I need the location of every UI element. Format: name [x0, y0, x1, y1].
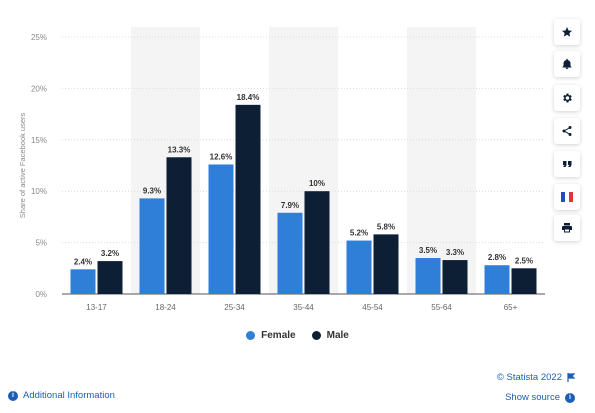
- background-band: [407, 27, 476, 294]
- flag-icon: [567, 373, 575, 382]
- y-tick-label: 5%: [35, 239, 47, 248]
- settings-button[interactable]: [554, 85, 580, 111]
- legend-item-female[interactable]: Female: [246, 330, 296, 341]
- x-tick-label: 35-44: [293, 303, 314, 312]
- legend-swatch-male: [311, 331, 321, 340]
- legend-label-female: Female: [261, 330, 296, 341]
- data-label: 2.4%: [74, 257, 92, 266]
- statista-copyright-link[interactable]: © Statista 2022: [497, 372, 575, 383]
- data-label: 2.8%: [488, 253, 506, 262]
- bar-female: [70, 269, 96, 294]
- bell-icon: [562, 58, 572, 69]
- x-tick-label: 65+: [504, 303, 518, 312]
- data-label: 3.2%: [101, 249, 119, 258]
- copyright-label: © Statista 2022: [496, 372, 562, 383]
- bar-female: [415, 258, 441, 294]
- data-label: 3.3%: [446, 248, 464, 257]
- x-tick-label: 13-17: [86, 303, 107, 312]
- french-flag-icon: [561, 192, 573, 202]
- legend-item-male[interactable]: Male: [311, 330, 349, 341]
- bar-female: [208, 164, 234, 294]
- y-tick-label: 10%: [31, 187, 47, 196]
- bar-male: [304, 191, 330, 294]
- y-tick-label: 0%: [35, 290, 47, 299]
- data-label: 9.3%: [143, 186, 161, 195]
- x-tick-label: 55-64: [431, 303, 452, 312]
- additional-information-link[interactable]: i Additional Information: [8, 390, 115, 401]
- bar-male: [511, 268, 537, 294]
- y-tick-label: 15%: [31, 136, 47, 145]
- star-icon: [562, 27, 572, 37]
- bar-male: [373, 234, 399, 294]
- data-label: 12.6%: [210, 152, 233, 161]
- bar-female: [139, 198, 165, 294]
- quote-icon: [563, 161, 572, 167]
- bar-male: [442, 260, 468, 294]
- bar-male: [166, 157, 192, 294]
- data-label: 2.5%: [515, 256, 533, 265]
- data-label: 5.8%: [377, 222, 395, 231]
- bar-male: [97, 261, 123, 294]
- x-tick-label: 45-54: [362, 303, 383, 312]
- show-source-label: Show source: [505, 392, 560, 403]
- data-label: 13.3%: [168, 145, 191, 154]
- legend: Female Male: [0, 330, 595, 341]
- additional-information-label: Additional Information: [23, 390, 115, 401]
- gear-icon: [563, 93, 572, 103]
- show-source-link[interactable]: Show source i: [505, 392, 575, 403]
- printer-icon: [562, 223, 572, 233]
- legend-swatch-female: [246, 331, 256, 340]
- data-label: 5.2%: [350, 229, 368, 238]
- y-axis-title: Share of active Facebook users: [18, 113, 27, 219]
- favorite-button[interactable]: [554, 19, 580, 45]
- bar-female: [277, 212, 303, 294]
- print-button[interactable]: [554, 215, 580, 241]
- data-label: 3.5%: [419, 246, 437, 255]
- legend-label-male: Male: [326, 330, 349, 341]
- language-button[interactable]: [554, 184, 580, 210]
- data-label: 10%: [309, 179, 325, 188]
- y-tick-label: 25%: [31, 33, 47, 42]
- info-icon: i: [8, 390, 18, 401]
- bar-female: [484, 265, 510, 294]
- data-label: 18.4%: [237, 93, 260, 102]
- notification-button[interactable]: [554, 51, 580, 77]
- bar-female: [346, 240, 372, 294]
- data-label: 7.9%: [281, 201, 299, 210]
- bar-male: [235, 104, 261, 295]
- share-button[interactable]: [554, 118, 580, 144]
- y-tick-label: 20%: [31, 84, 47, 93]
- share-icon: [562, 126, 572, 136]
- source-info-icon: i: [565, 392, 575, 403]
- x-tick-label: 18-24: [155, 303, 176, 312]
- cite-button[interactable]: [554, 151, 580, 177]
- x-tick-label: 25-34: [224, 303, 245, 312]
